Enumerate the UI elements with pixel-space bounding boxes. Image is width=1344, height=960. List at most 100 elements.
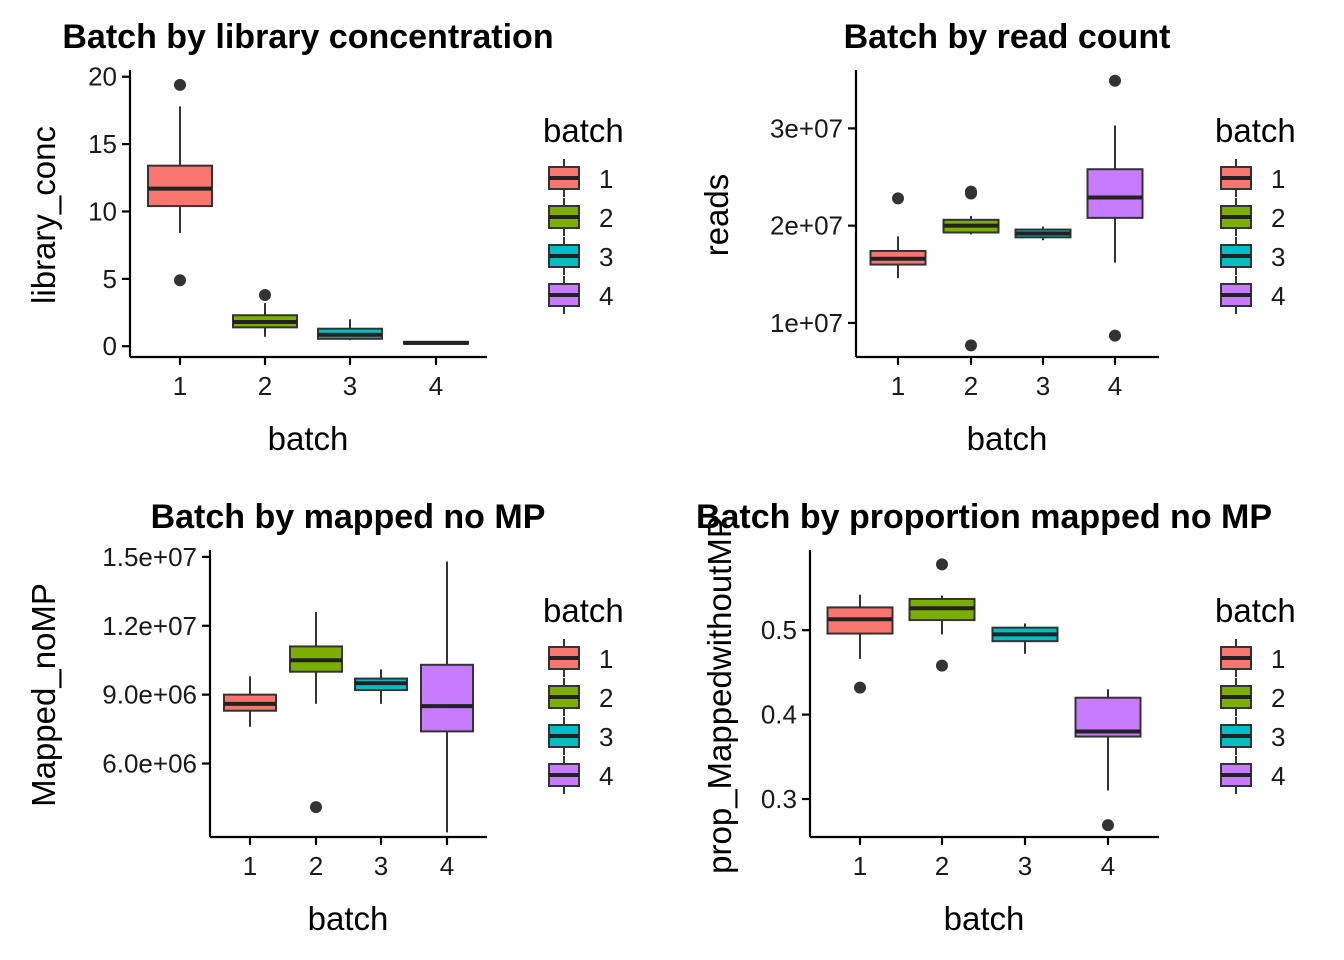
outlier-point [965,339,977,352]
chart-title: Batch by read count [844,18,1171,56]
x-tick-label: 4 [440,851,454,881]
x-tick-label: 1 [243,851,257,881]
legend-item: 1 [1220,159,1285,197]
x-tick-label: 1 [891,371,905,401]
legend: 1 2 3 4 [548,159,613,314]
y-axis-label: prop_MappedwithoutMP [701,516,738,874]
y-tick-label: 6.0e+06 [102,749,197,779]
plot-area: 0.3 0.4 0.5 1 2 3 4 [761,550,1159,881]
legend-item: 2 [1220,198,1285,236]
x-tick-label: 4 [1101,851,1115,881]
x-tick-label: 1 [173,371,187,401]
legend: 1 2 3 4 [548,639,613,794]
legend-label: 1 [1271,164,1285,194]
outlier-point [1102,819,1114,832]
legend-title: batch [1215,592,1296,629]
plot-area: 6.0e+06 9.0e+06 1.2e+07 1.5e+07 1 2 3 4 [102,542,487,881]
x-tick-label: 3 [1036,371,1050,401]
legend: 1 2 3 4 [1220,159,1285,314]
y-tick-label: 1.2e+07 [102,611,197,641]
box-batch-4 [420,663,474,733]
chart-title: Batch by library concentration [62,18,553,56]
plot-area: 0 5 10 15 20 1 2 3 4 [88,62,487,401]
legend-item: 2 [548,678,613,716]
y-tick-label: 5 [103,264,117,294]
outlier-point [936,659,948,672]
legend-item: 4 [548,756,613,794]
panel-proportion-mapped-no-mp: batch prop_MappedwithoutMP Batch by prop… [696,498,1296,937]
chart-title: Batch by mapped no MP [151,498,546,536]
outlier-point [936,558,948,571]
legend-label: 4 [599,281,613,311]
x-axis-label: batch [268,420,349,457]
y-tick-label: 0 [103,331,117,361]
panel-mapped-no-mp: Batch by mapped no MP batch Mapped_noMP … [25,498,624,937]
legend-item: 1 [548,639,613,677]
legend-label: 3 [599,242,613,272]
y-tick-label: 0.3 [761,784,797,814]
x-tick-label: 2 [964,371,978,401]
legend-title: batch [543,112,624,149]
legend-item: 3 [548,717,613,755]
outlier-point [310,801,322,814]
y-tick-label: 10 [88,196,117,226]
x-tick-label: 2 [258,371,272,401]
y-tick-label: 0.4 [761,700,797,730]
legend-item: 2 [1220,678,1285,716]
legend-item: 4 [1220,276,1285,314]
box-batch-1 [147,164,213,208]
box-batch-4 [1086,168,1144,219]
legend-label: 4 [599,761,613,791]
legend-item: 4 [548,276,613,314]
legend-item: 1 [1220,639,1285,677]
outlier-point [174,274,186,287]
x-tick-label: 4 [1108,371,1122,401]
legend-item: 3 [1220,237,1285,275]
outlier-point [1109,74,1121,87]
legend-label: 2 [599,203,613,233]
y-tick-label: 2e+07 [770,211,843,241]
legend-label: 4 [1271,281,1285,311]
x-axis-label: batch [967,420,1048,457]
legend-label: 2 [1271,203,1285,233]
x-tick-label: 3 [1018,851,1032,881]
y-axis-label: library_conc [25,126,62,304]
y-tick-label: 20 [88,62,117,92]
panel-library-concentration: Batch by library concentration batch lib… [25,18,624,457]
legend-label: 4 [1271,761,1285,791]
legend-item: 2 [548,198,613,236]
legend-label: 1 [599,164,613,194]
x-tick-label: 3 [374,851,388,881]
y-tick-label: 1e+07 [770,308,843,338]
legend-item: 1 [548,159,613,197]
x-axis-label: batch [944,900,1025,937]
x-axis-label: batch [308,900,389,937]
x-tick-label: 4 [429,371,443,401]
legend-label: 3 [1271,722,1285,752]
legend-label: 3 [599,722,613,752]
y-tick-label: 9.0e+06 [102,680,197,710]
y-tick-label: 1.5e+07 [102,542,197,572]
legend-label: 2 [599,683,613,713]
legend-item: 4 [1220,756,1285,794]
y-axis-label: Mapped_noMP [25,583,62,807]
y-axis-label: reads [698,174,735,257]
x-tick-label: 2 [309,851,323,881]
legend-item: 3 [548,237,613,275]
outlier-point [1109,329,1121,342]
outlier-point [174,78,186,91]
legend-title: batch [1215,112,1296,149]
legend-title: batch [543,592,624,629]
legend-label: 1 [1271,644,1285,674]
x-tick-label: 2 [935,851,949,881]
outlier-point [892,192,904,205]
legend-label: 2 [1271,683,1285,713]
y-tick-label: 15 [88,129,117,159]
y-tick-label: 0.5 [761,615,797,645]
x-tick-label: 3 [343,371,357,401]
legend-label: 1 [599,644,613,674]
legend: 1 2 3 4 [1220,639,1285,794]
outlier-point [259,289,271,302]
legend-label: 3 [1271,242,1285,272]
